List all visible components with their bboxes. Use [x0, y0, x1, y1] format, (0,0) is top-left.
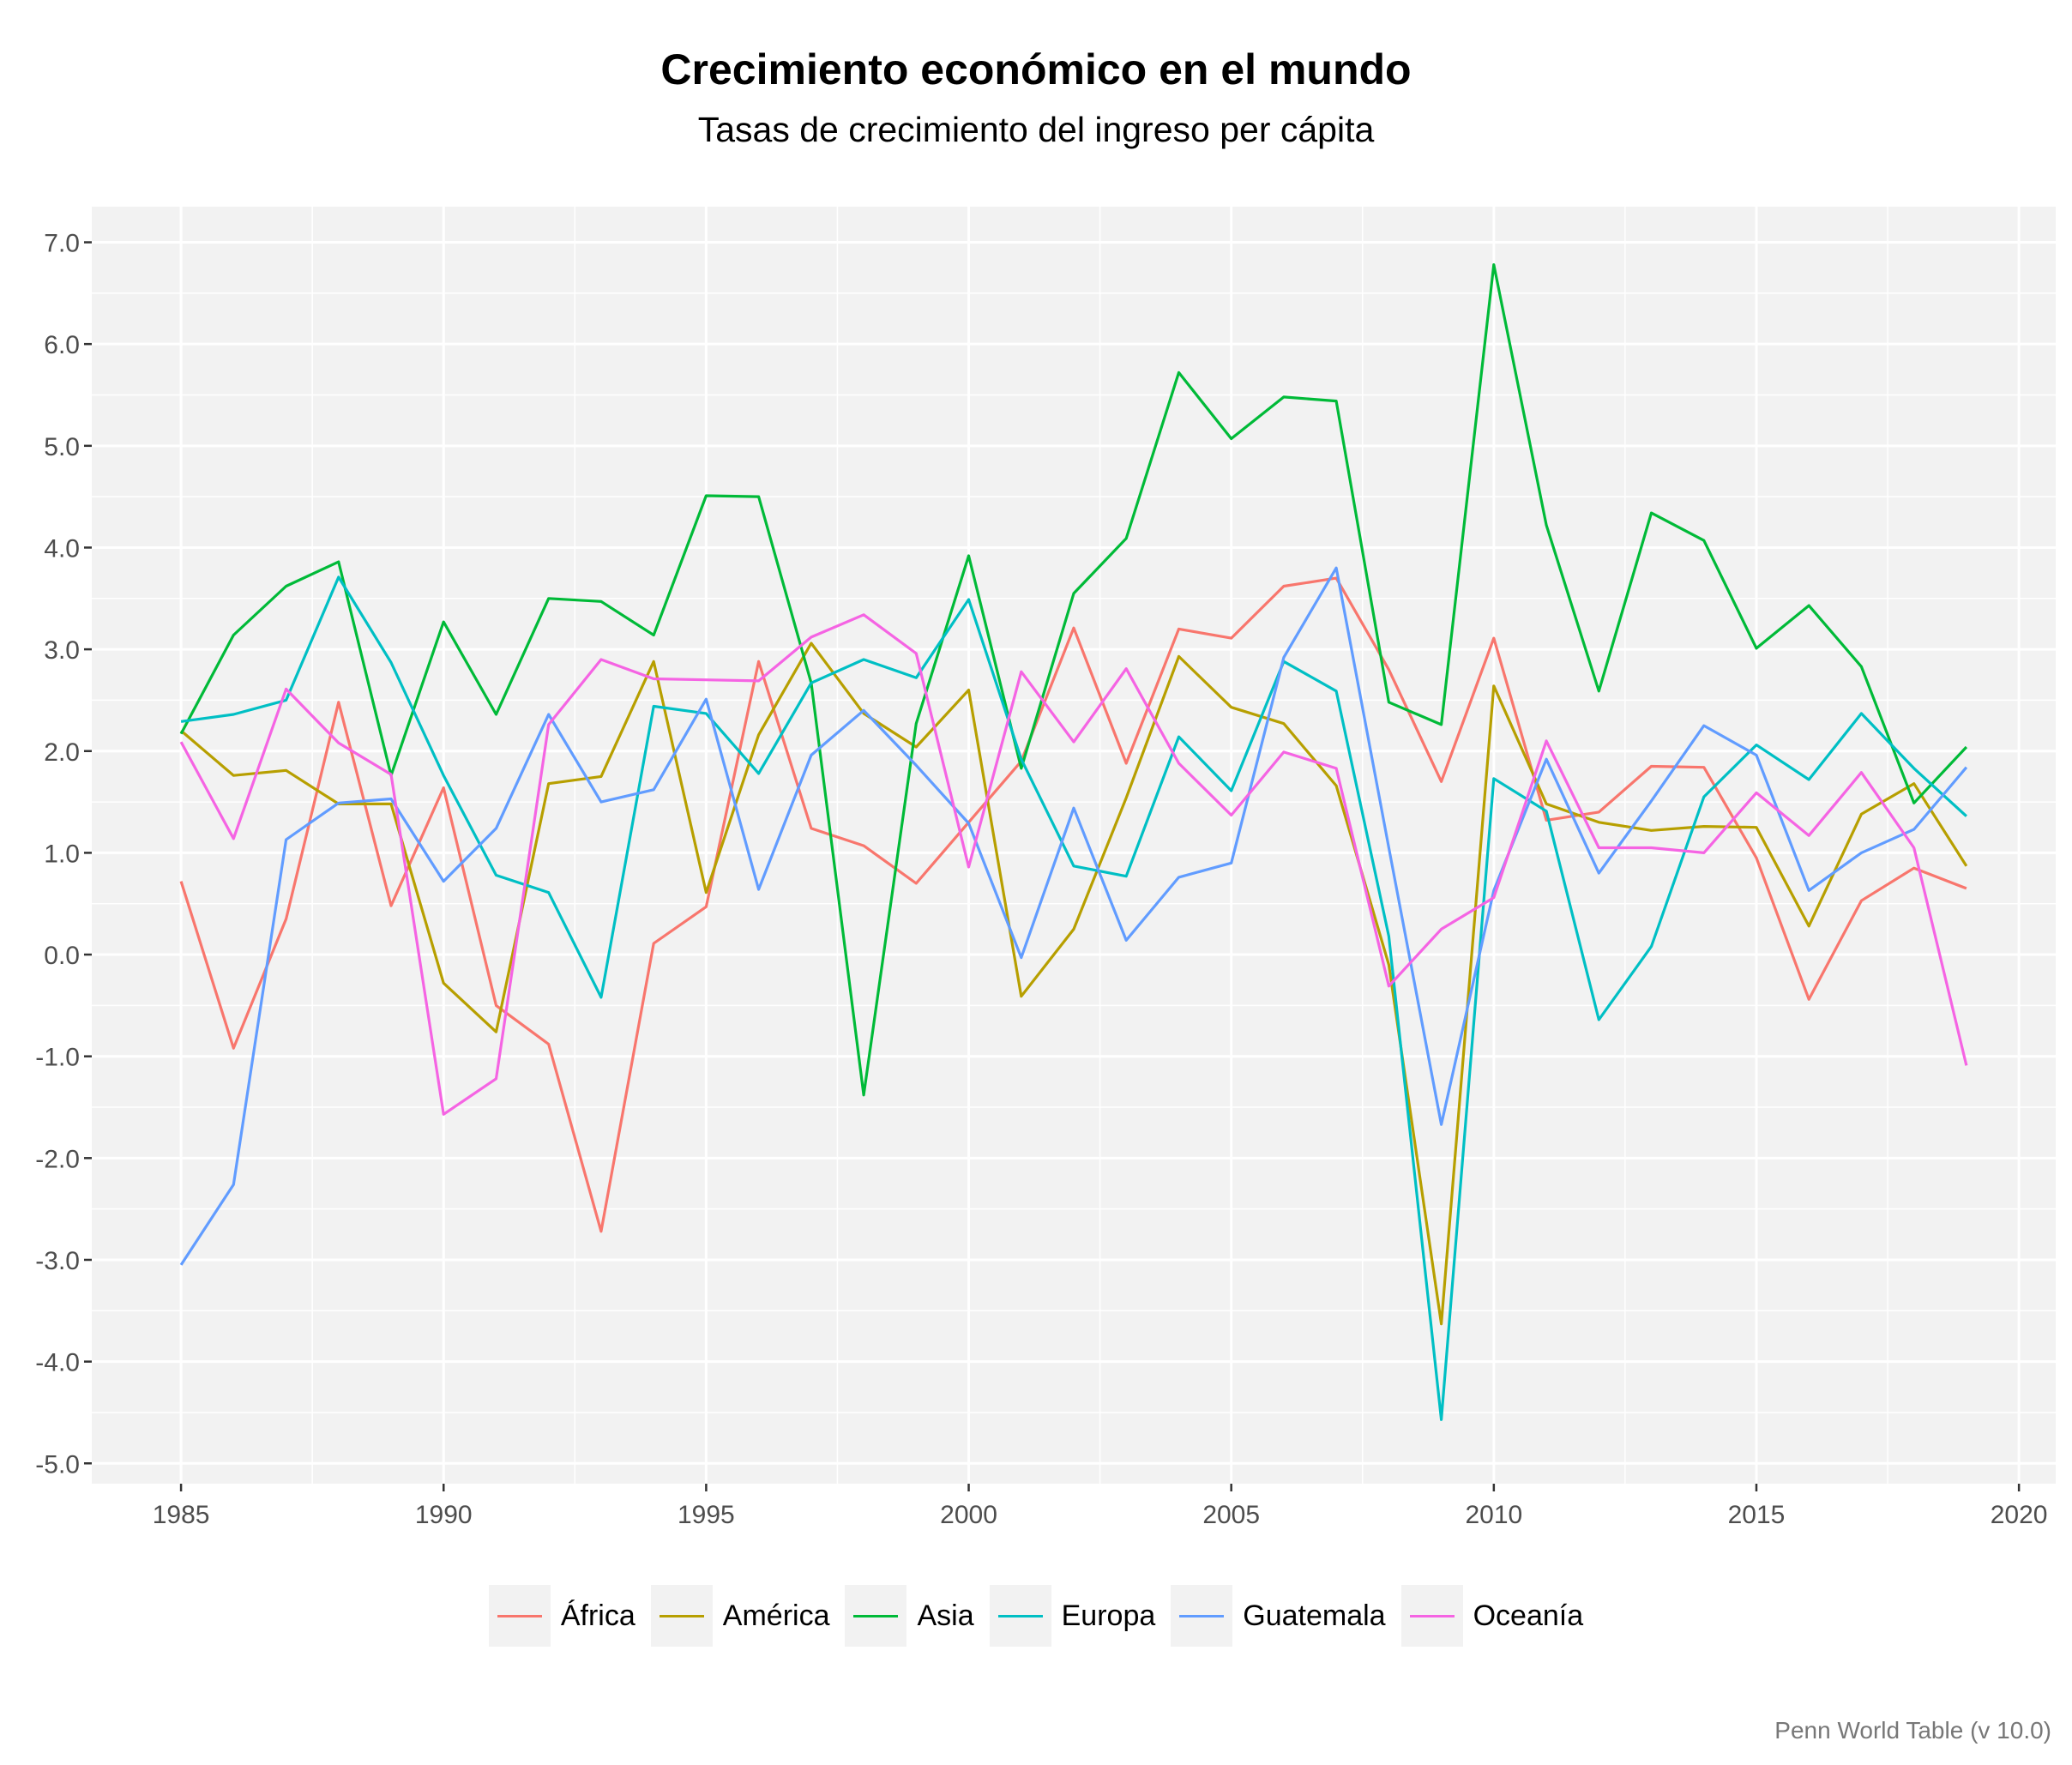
y-tick-label: -4.0 [35, 1349, 80, 1377]
y-tick-label: 1.0 [44, 840, 80, 868]
series-line-guatemala [179, 566, 1968, 1266]
legend: África América Asia Europa Guatemala Oceanía [0, 1585, 2072, 1647]
y-axis-labels: -5.0 -4.0 -3.0 -2.0 -1.0 0.0 1.0 2.0 3.0 4.0 5.0 6.… [35, 230, 80, 1479]
legend-label: Europa [1061, 1599, 1156, 1632]
legend-key [845, 1585, 907, 1647]
series-line-asia [179, 263, 1968, 1097]
legend-label: África [560, 1599, 635, 1632]
legend-key [989, 1585, 1051, 1647]
y-tick-label: 0.0 [44, 942, 80, 970]
legend-item-asia: Asia [845, 1585, 974, 1647]
legend-label: Asia [917, 1599, 974, 1632]
legend-line-swatch [853, 1615, 899, 1617]
legend-line-swatch [497, 1615, 542, 1617]
chart-title: Crecimiento económico en el mundo [660, 45, 1412, 93]
legend-key [1171, 1585, 1233, 1647]
legend-label: América [722, 1599, 830, 1632]
legend-item-america: América [650, 1585, 830, 1647]
x-tick-label: 2010 [1465, 1501, 1522, 1529]
y-tick-label: 5.0 [44, 433, 80, 461]
legend-line-swatch [1409, 1615, 1455, 1617]
legend-label: Oceanía [1473, 1599, 1584, 1632]
x-tick-label: 2005 [1202, 1501, 1260, 1529]
y-tick-label: 7.0 [44, 230, 80, 258]
y-tick-label: 3.0 [44, 636, 80, 665]
y-tick-label: -3.0 [35, 1247, 80, 1275]
legend-item-africa: África [488, 1585, 635, 1647]
chart-subtitle: Tasas de crecimiento del ingreso per cáp… [697, 110, 1375, 149]
y-tick-label: 2.0 [44, 738, 80, 767]
series-line-africa [179, 576, 1967, 1233]
y-tick-label: -1.0 [35, 1044, 80, 1072]
axis-ticks [84, 241, 2021, 1491]
series-line-america [180, 642, 1968, 1326]
series-lines [179, 263, 1968, 1421]
y-tick-label: 6.0 [44, 331, 80, 359]
x-tick-label: 2015 [1728, 1501, 1786, 1529]
legend-line-swatch [997, 1615, 1043, 1617]
legend-label: Guatemala [1243, 1599, 1386, 1632]
x-tick-label: 2020 [1991, 1501, 2048, 1529]
legend-line-swatch [659, 1615, 704, 1617]
series-line-europa [180, 575, 1967, 1421]
x-tick-label: 1995 [678, 1501, 735, 1529]
x-tick-label: 2000 [940, 1501, 997, 1529]
legend-item-oceania: Oceanía [1400, 1585, 1584, 1647]
legend-key [1400, 1585, 1463, 1647]
legend-item-guatemala: Guatemala [1171, 1585, 1386, 1647]
x-tick-label: 1990 [415, 1501, 473, 1529]
legend-line-swatch [1179, 1615, 1225, 1617]
chart-caption: Penn World Table (v 10.0) [1774, 1717, 2051, 1744]
series-line-oceania [179, 613, 1968, 1116]
y-tick-label: -5.0 [35, 1450, 80, 1479]
y-tick-label: 4.0 [44, 534, 80, 563]
y-tick-label: -2.0 [35, 1145, 80, 1173]
x-tick-label: 1985 [153, 1501, 210, 1529]
plot-panel [92, 207, 2056, 1484]
x-axis-labels: 1985 1990 1995 2000 2005 2010 2015 2020 [153, 1501, 2048, 1529]
legend-item-europa: Europa [989, 1585, 1156, 1647]
legend-key [488, 1585, 551, 1647]
legend-key [650, 1585, 713, 1647]
